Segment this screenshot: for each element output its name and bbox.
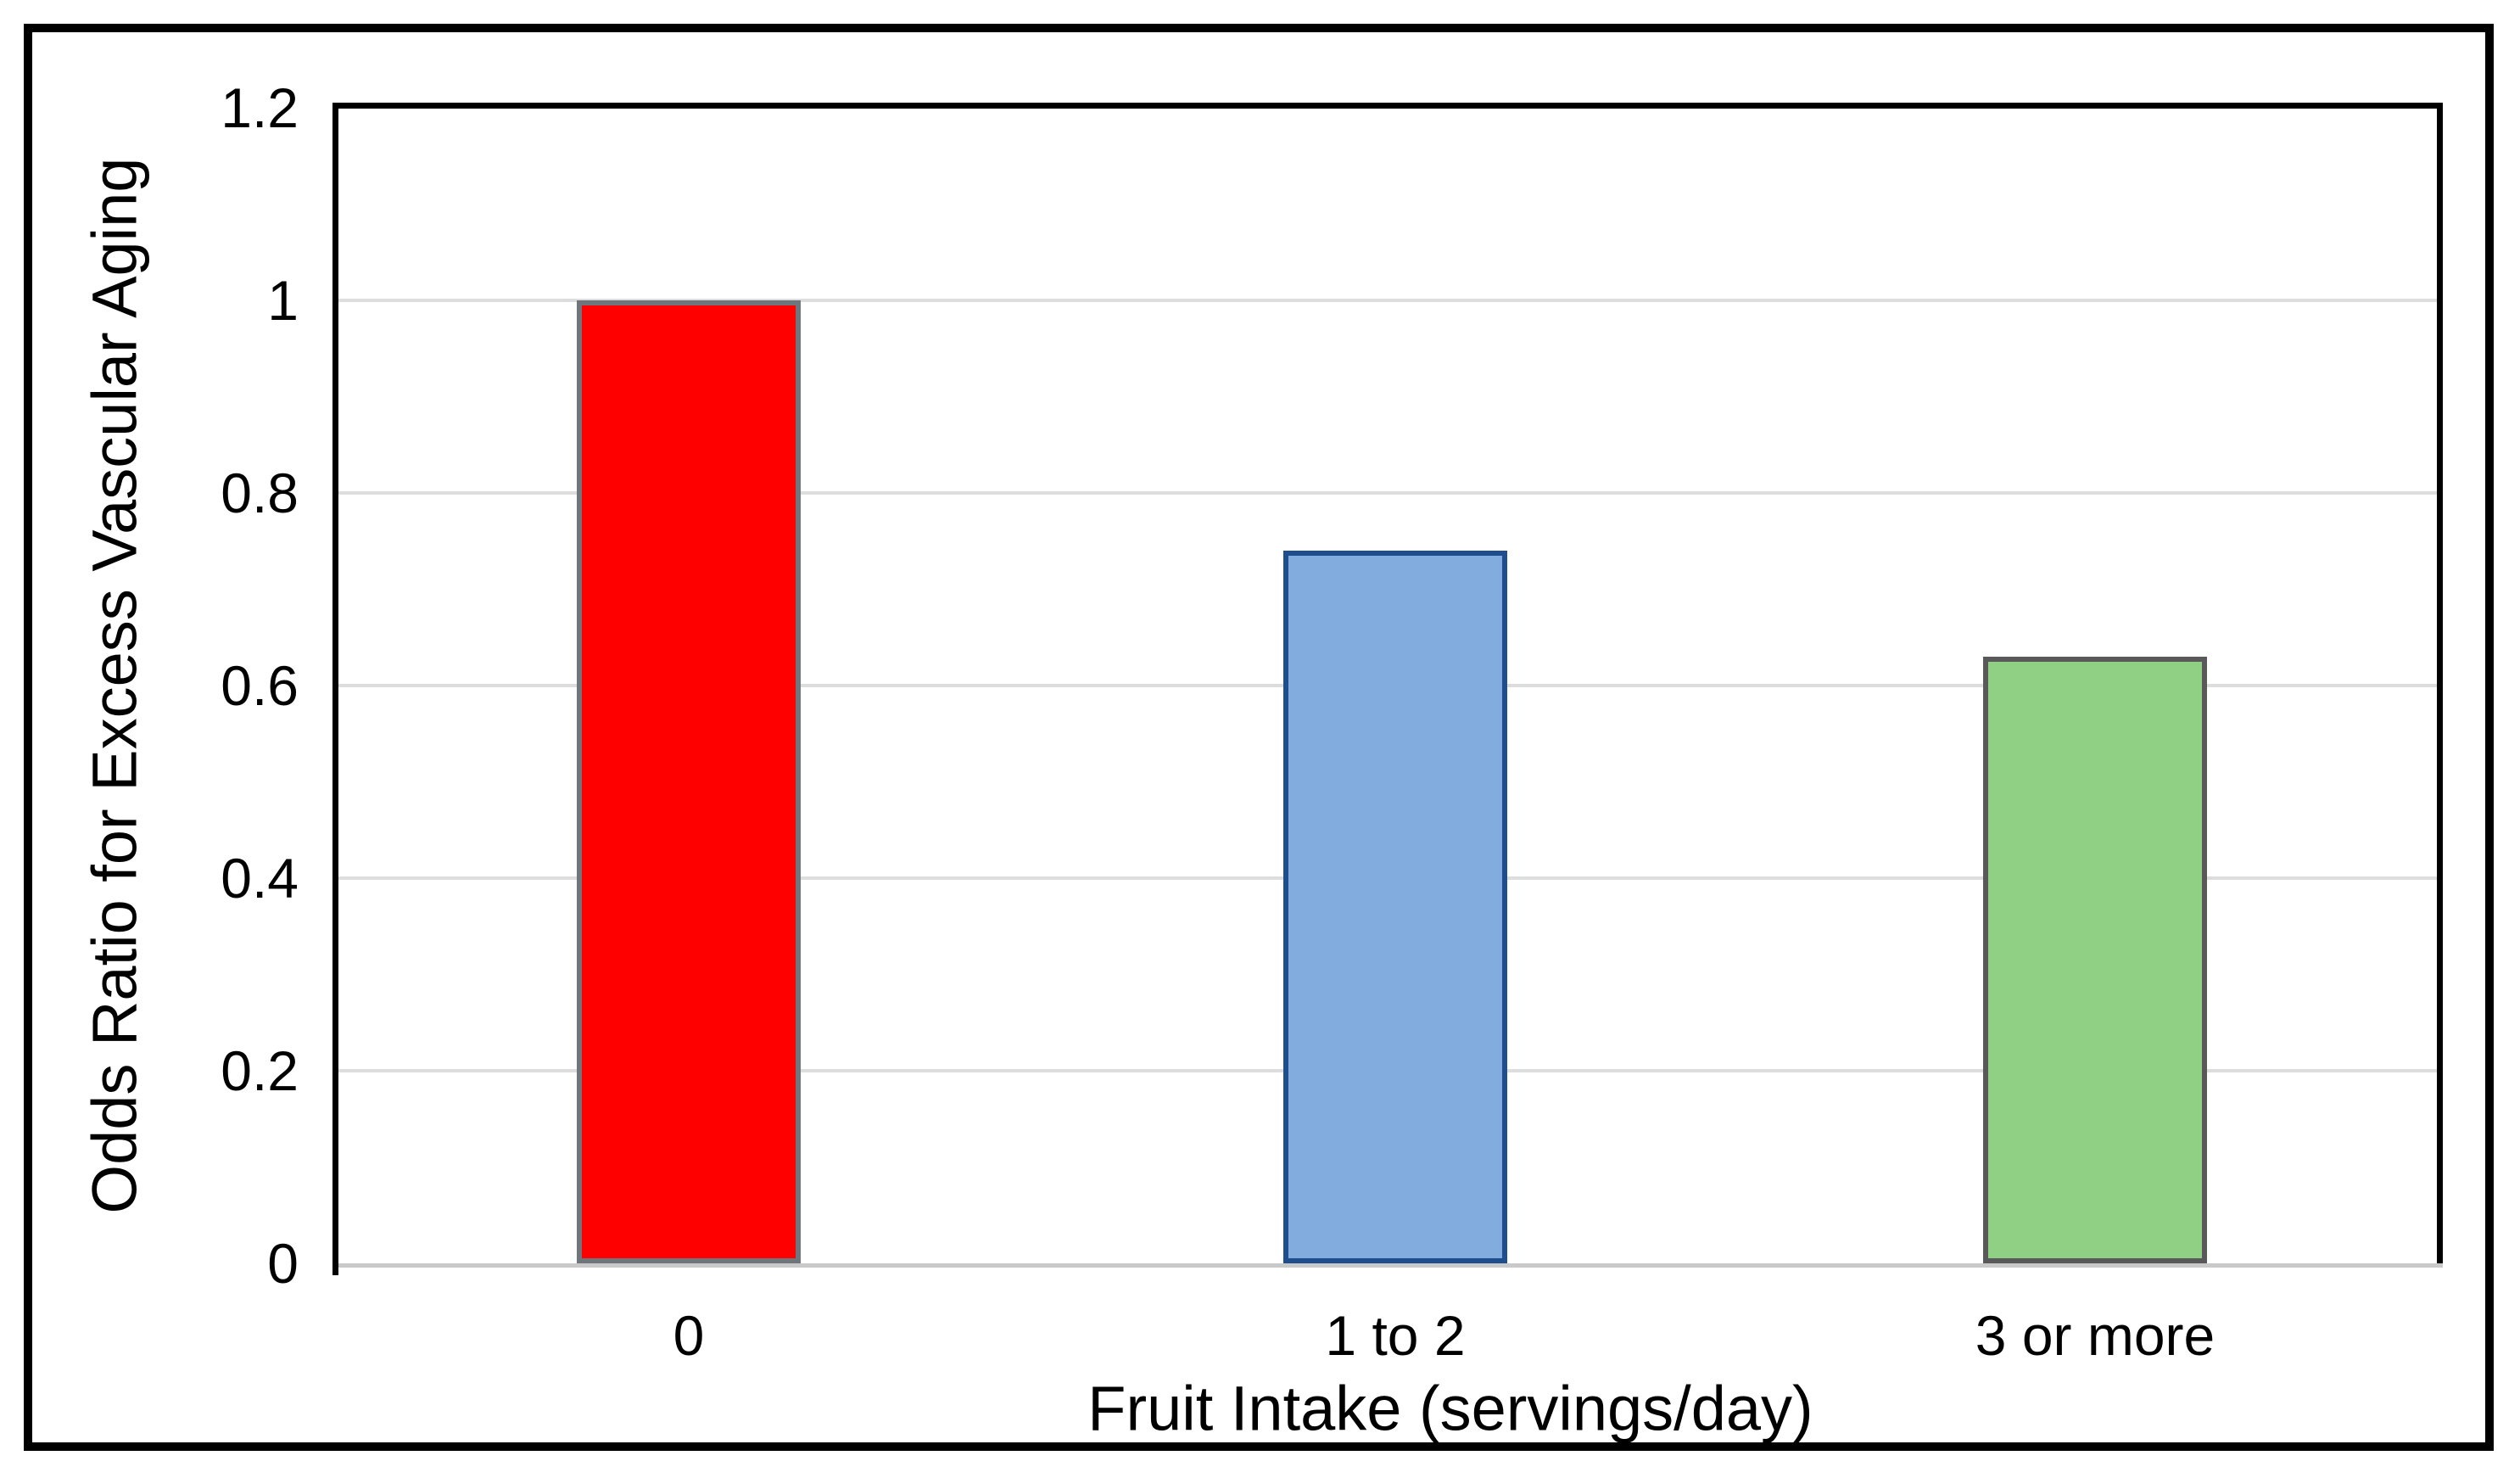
- y-tick-label-0-8: 0.8: [221, 462, 299, 524]
- x-category-label-1-to-2: 1 to 2: [1325, 1304, 1466, 1367]
- x-category-label-0: 0: [673, 1304, 705, 1367]
- x-category-label-3-or-more: 3 or more: [1975, 1304, 2215, 1367]
- y-axis-line: [332, 103, 338, 1275]
- y-tick-label-0: 0: [267, 1232, 299, 1295]
- gridline-1: [338, 299, 2437, 302]
- gridline-0-8: [338, 491, 2437, 495]
- bar-three-or-more: [1983, 657, 2207, 1263]
- y-tick-label-0-6: 0.6: [221, 654, 299, 717]
- plot-border-right: [2437, 103, 2443, 1267]
- y-axis-title: Odds Ratio for Excess Vascular Aging: [79, 157, 150, 1214]
- y-tick-label-0-2: 0.2: [221, 1039, 299, 1102]
- y-tick-label-1-2: 1.2: [221, 76, 299, 139]
- y-tick-label-0-4: 0.4: [221, 847, 299, 910]
- bar-one-to-two: [1283, 551, 1507, 1263]
- x-axis-line: [332, 1263, 2443, 1268]
- plot-border-top: [332, 103, 2443, 109]
- y-tick-label-1: 1: [267, 269, 299, 332]
- x-axis-title: Fruit Intake (servings/day): [1087, 1373, 1813, 1444]
- bar-zero-servings: [577, 300, 801, 1263]
